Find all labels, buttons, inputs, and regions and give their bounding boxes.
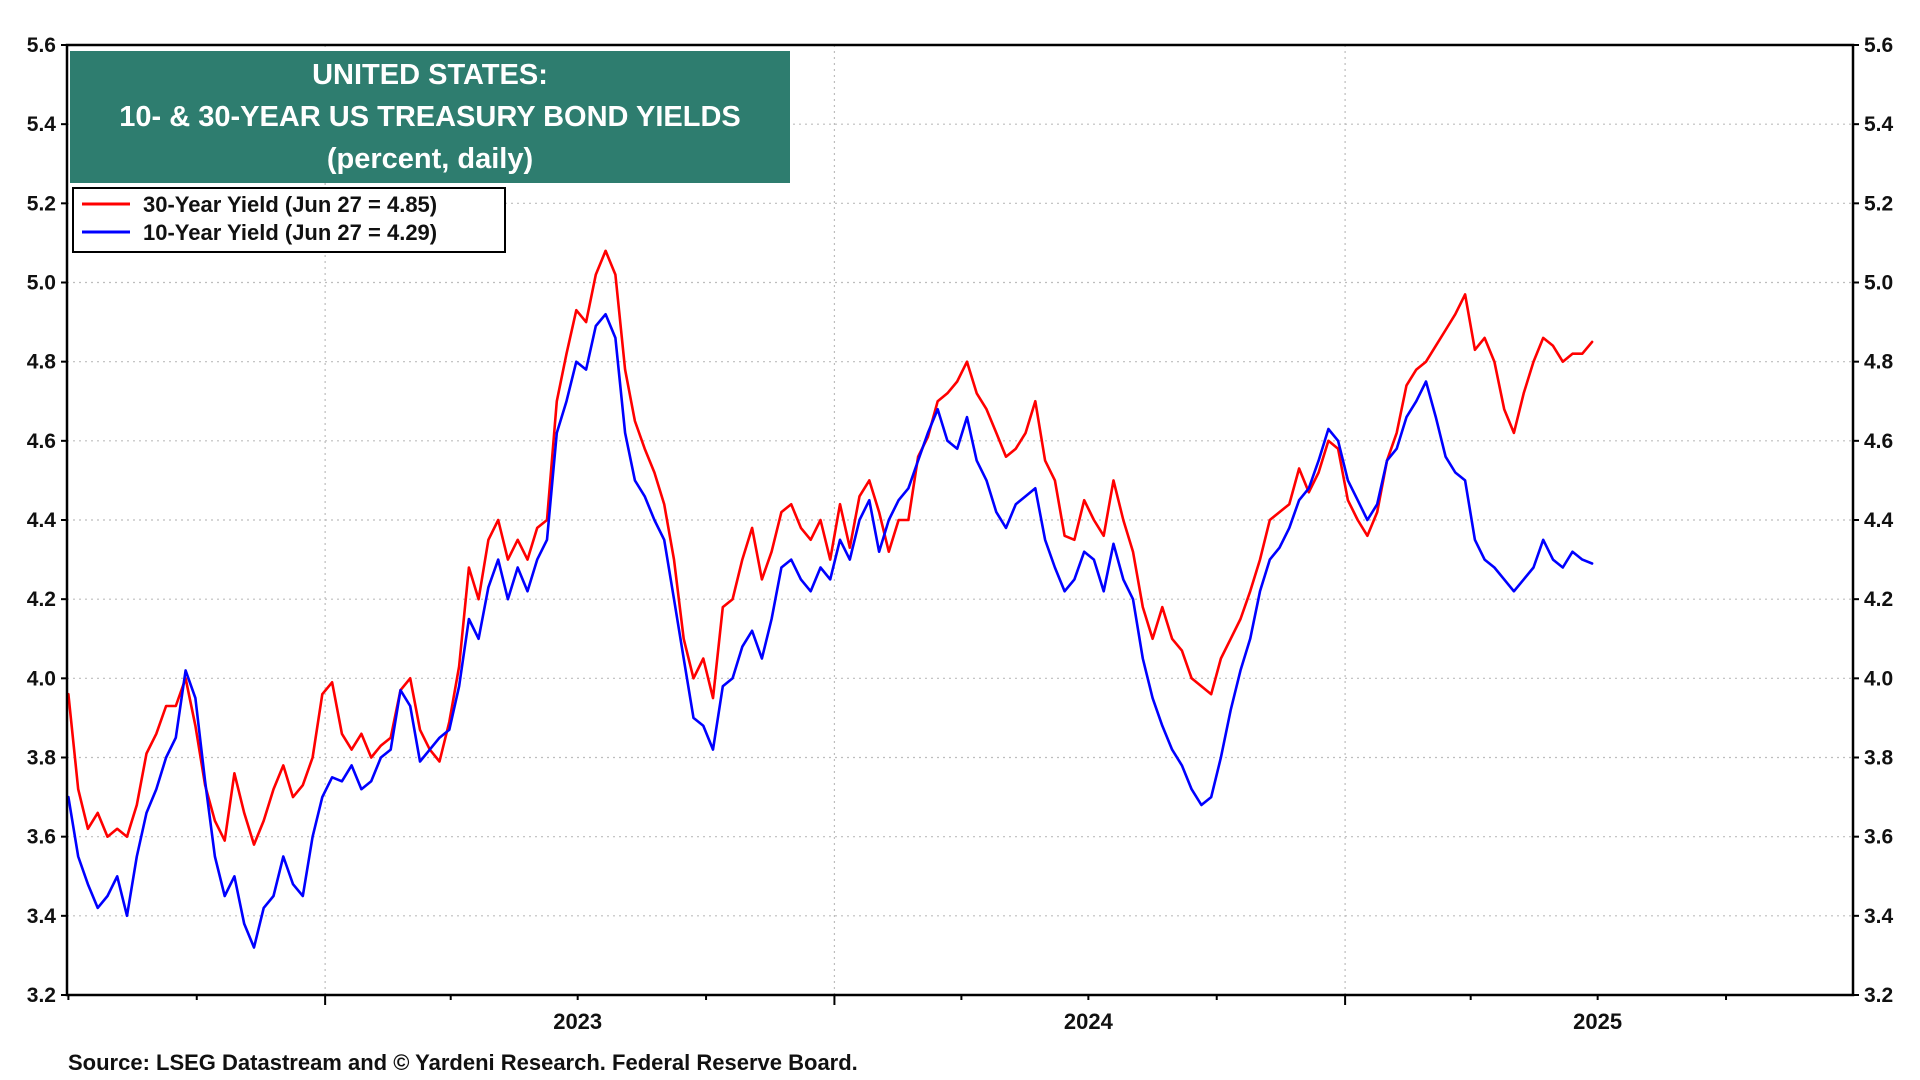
y-tick-label-right: 3.6 (1864, 826, 1893, 849)
y-tick-label-left: 4.0 (27, 667, 56, 690)
y-tick-label-left: 4.6 (27, 430, 56, 453)
y-tick-label-right: 4.0 (1864, 667, 1893, 690)
y-tick-label-left: 5.6 (27, 34, 56, 57)
chart-title-line-2: 10- & 30-YEAR US TREASURY BOND YIELDS (119, 101, 741, 133)
series-line-30-year (67, 249, 1594, 846)
y-tick-label-right: 4.8 (1864, 351, 1894, 374)
y-tick-label-left: 4.2 (27, 588, 56, 611)
y-tick-label-right: 5.6 (1864, 34, 1893, 57)
x-year-label: 2024 (1064, 1009, 1114, 1034)
y-tick-label-left: 5.0 (27, 272, 56, 295)
y-tick-label-left: 3.2 (27, 984, 56, 1007)
legend-box (72, 187, 506, 253)
y-tick-label-left: 5.4 (27, 113, 57, 136)
y-tick-label-right: 3.2 (1864, 984, 1893, 1007)
legend: 30-Year Yield (Jun 27 = 4.85) 10-Year Yi… (72, 187, 506, 253)
legend-label-10-year: 10-Year Yield (Jun 27 = 4.29) (143, 220, 437, 245)
chart-title-line-3: (percent, daily) (327, 143, 533, 175)
y-tick-label-right: 5.0 (1864, 272, 1893, 295)
y-tick-label-right: 3.8 (1864, 747, 1894, 770)
source-note: Source: LSEG Datastream and © Yardeni Re… (68, 1050, 858, 1075)
y-tick-label-left: 4.4 (27, 509, 57, 532)
y-tick-label-left: 3.8 (27, 747, 57, 770)
series-lines (67, 249, 1594, 949)
y-tick-label-right: 3.4 (1864, 905, 1894, 928)
axes: 3.2 3.2 3.4 3.4 3.6 3.6 3.8 3.8 4.0 4.0 4.2 4.2 4.4 4… (27, 34, 1894, 1034)
gridlines (67, 45, 1853, 995)
x-year-label: 2025 (1573, 1009, 1622, 1034)
y-tick-label-left: 4.8 (27, 351, 57, 374)
y-tick-label-right: 5.2 (1864, 192, 1893, 215)
y-tick-label-left: 3.4 (27, 905, 57, 928)
title-box: UNITED STATES: 10- & 30-YEAR US TREASURY… (70, 51, 790, 183)
y-tick-label-left: 5.2 (27, 192, 56, 215)
y-tick-label-left: 3.6 (27, 826, 56, 849)
y-tick-label-right: 4.6 (1864, 430, 1893, 453)
y-tick-label-right: 4.2 (1864, 588, 1893, 611)
legend-label-30-year: 30-Year Yield (Jun 27 = 4.85) (143, 192, 437, 217)
y-tick-label-right: 4.4 (1864, 509, 1894, 532)
y-tick-label-right: 5.4 (1864, 113, 1894, 136)
chart-title-line-1: UNITED STATES: (312, 59, 548, 91)
x-year-label: 2023 (553, 1009, 602, 1034)
series-line-10-year (67, 312, 1594, 949)
title-background (70, 51, 790, 183)
